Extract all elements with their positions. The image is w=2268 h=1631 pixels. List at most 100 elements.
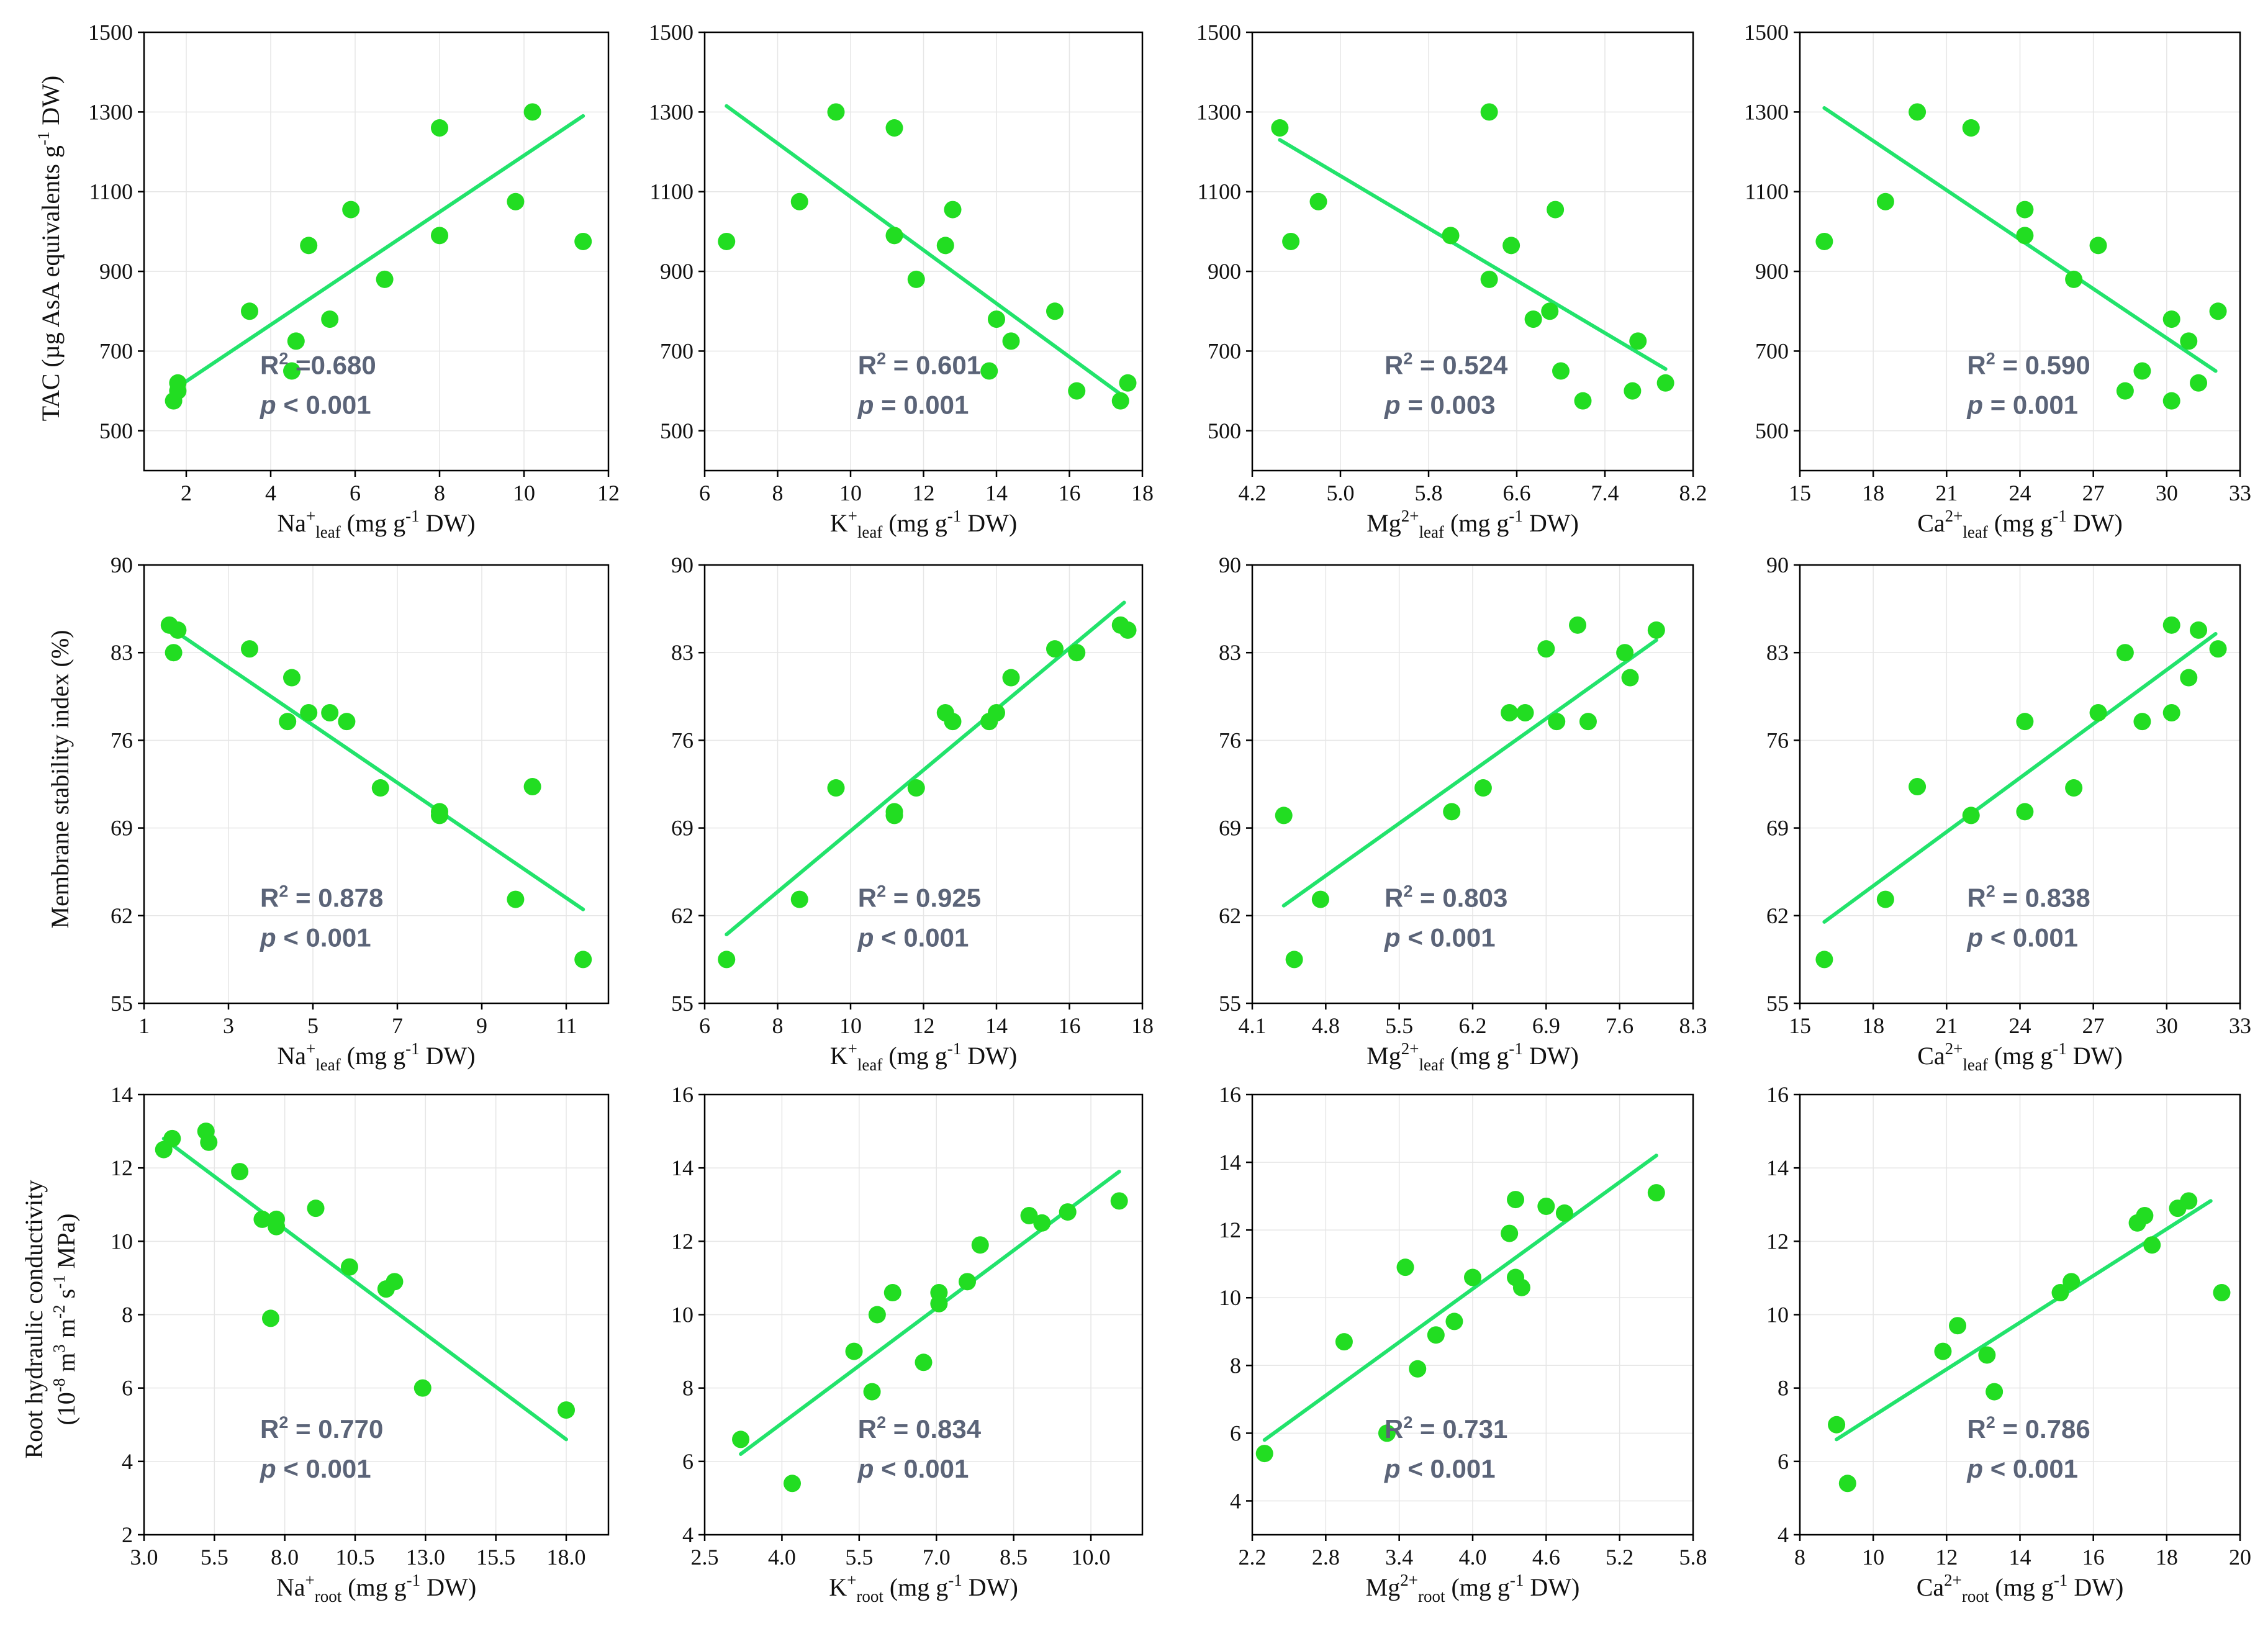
x-tick-label: 8: [772, 481, 784, 505]
data-point: [231, 1163, 249, 1181]
regression-line: [1281, 638, 1658, 908]
plot-frame: [703, 564, 1144, 1005]
data-point: [2162, 704, 2180, 722]
x-tick-label: 5.5: [201, 1545, 228, 1570]
x-tick-label: 2.2: [1239, 1545, 1267, 1570]
y-tick-label: 69: [1219, 816, 1241, 841]
plot-frame: [1799, 1093, 2241, 1536]
x-tick-label: 16: [2082, 1545, 2105, 1570]
data-point: [790, 192, 808, 210]
data-point: [1656, 374, 1674, 392]
data-point: [241, 302, 258, 320]
chart-panel-4: 15 18 21 24 27 30 33 500 700 900 1100 1300 1500 R2 = …: [1744, 20, 2251, 541]
x-tick-label: 15: [1789, 481, 1811, 505]
data-point: [1624, 382, 1642, 400]
data-point: [342, 201, 360, 219]
data-point: [321, 704, 339, 722]
data-point: [1579, 713, 1597, 731]
data-point: [574, 951, 592, 969]
data-point: [1501, 1224, 1519, 1242]
data-point: [2089, 704, 2107, 722]
data-point: [1516, 704, 1534, 722]
y-tick-label: 6: [1230, 1421, 1241, 1445]
x-tick-label: 7: [392, 1013, 403, 1038]
chart-panel-1: 2 4 6 8 10 12 500 700 900 1100 1300 1500 R2 =0.680 p …: [88, 20, 620, 541]
data-point: [1949, 1317, 1967, 1335]
data-point: [241, 640, 258, 658]
regression-line: [725, 104, 1126, 399]
data-point: [863, 1383, 881, 1401]
data-point: [2051, 1284, 2069, 1302]
regression-line: [161, 1136, 568, 1442]
x-tick-label: 27: [2082, 1013, 2105, 1038]
x-tick-label: 15: [1789, 1013, 1811, 1038]
y-tick-label: 700: [1755, 338, 1789, 363]
y-tick-label: 4: [122, 1449, 133, 1474]
row3-ylabel-line2: (10-8 m3 m-2 s-1 MPa): [50, 1213, 80, 1425]
x-axis-title: Mg2+leaf (mg g-1 DW): [1367, 1039, 1579, 1074]
data-point: [2133, 713, 2151, 731]
p-value-label: p < 0.001: [260, 1454, 371, 1483]
data-point: [907, 779, 925, 797]
x-tick-label: 10: [839, 1013, 862, 1038]
plot-frame: [1799, 31, 2241, 472]
y-tick-label: 90: [1766, 553, 1789, 577]
data-point: [2180, 332, 2198, 350]
y-tick-label: 76: [1766, 728, 1789, 752]
data-point: [2143, 1236, 2161, 1254]
regression-line: [176, 114, 585, 389]
data-point: [1311, 890, 1329, 908]
data-point: [507, 890, 525, 908]
data-point: [371, 779, 389, 797]
x-tick-label: 2: [181, 481, 192, 505]
x-tick-label: 18: [1862, 481, 1884, 505]
x-axis-title: Ca2+root (mg g-1 DW): [1917, 1571, 2124, 1606]
chart-panel-2: 6 8 10 12 14 16 18 500 700 900 1100 1300 1500 R2 = 0.…: [649, 20, 1154, 541]
x-tick-label: 18: [1131, 1013, 1154, 1038]
y-tick-label: 55: [111, 991, 133, 1016]
p-value-label: p < 0.001: [1384, 923, 1496, 952]
data-point: [1285, 951, 1303, 969]
y-tick-label: 1300: [88, 99, 133, 124]
x-tick-label: 13.0: [406, 1545, 445, 1570]
y-tick-label: 83: [1219, 640, 1241, 665]
x-tick-label: 30: [2156, 1013, 2178, 1038]
data-point: [944, 201, 962, 219]
x-tick-label: 5.2: [1606, 1545, 1633, 1570]
data-point: [1378, 1424, 1396, 1442]
x-tick-label: 18.0: [547, 1545, 586, 1570]
data-point: [1569, 616, 1587, 634]
data-point: [1275, 806, 1293, 825]
y-tick-label: 62: [111, 903, 133, 928]
data-point: [1409, 1360, 1427, 1378]
regression-line: [1262, 1154, 1658, 1442]
data-point: [1978, 1346, 1996, 1364]
y-tick-label: 500: [1208, 418, 1241, 443]
r-squared-label: R2 = 0.590: [1967, 350, 2090, 380]
y-tick-label: 8: [1230, 1353, 1241, 1378]
data-point: [523, 103, 541, 121]
data-point: [2213, 1284, 2231, 1302]
data-point: [1059, 1203, 1077, 1221]
x-tick-label: 4.0: [768, 1545, 796, 1570]
y-tick-label: 8: [682, 1376, 694, 1401]
row3-ylabel-line1: Root hydraulic conductivity: [20, 1180, 48, 1459]
x-tick-label: 6: [350, 481, 361, 505]
r-squared-label: R2 = 0.770: [260, 1413, 383, 1444]
chart-panel-11: 2.2 2.8 3.4 4.0 4.6 5.2 5.8 4 6 8 10 12 14 16 R2 = 0.7…: [1219, 1082, 1707, 1606]
p-value-label: p < 0.001: [1966, 1454, 2078, 1483]
data-point: [558, 1401, 575, 1419]
y-tick-label: 62: [671, 903, 694, 928]
y-tick-label: 12: [1219, 1218, 1241, 1242]
x-tick-label: 14: [985, 481, 1008, 505]
x-tick-label: 5: [307, 1013, 319, 1038]
x-tick-label: 1: [138, 1013, 150, 1038]
data-point: [413, 1379, 431, 1397]
data-point: [1621, 669, 1639, 687]
data-point: [1909, 103, 1927, 121]
x-tick-label: 4: [265, 481, 276, 505]
data-point: [2089, 237, 2107, 255]
r-squared-label: R2 =0.680: [260, 350, 376, 380]
y-tick-label: 2: [122, 1522, 133, 1547]
